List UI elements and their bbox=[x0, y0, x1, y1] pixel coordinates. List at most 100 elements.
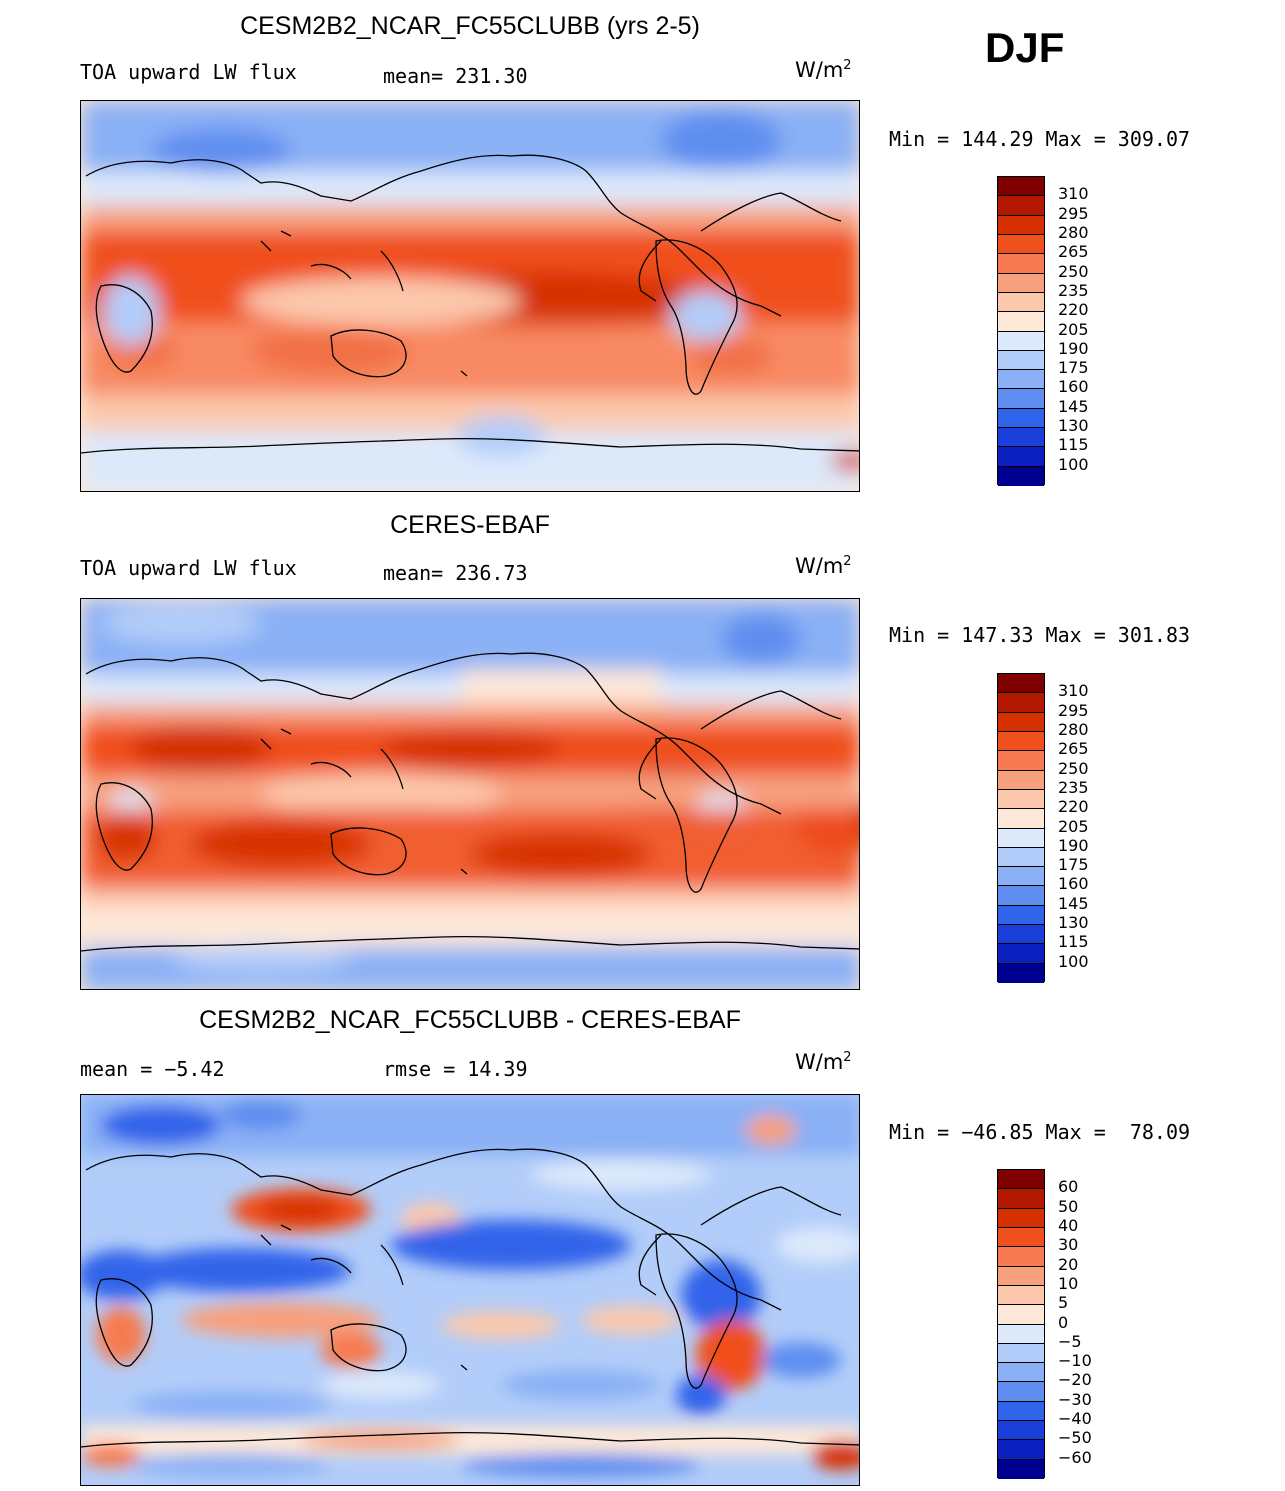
colorbar-segment bbox=[998, 1305, 1044, 1325]
panel-2-minmax: Min = 147.33 Max = 301.83 bbox=[889, 623, 1191, 647]
panel-3-colorbar bbox=[997, 1169, 1045, 1479]
colorbar-segment bbox=[998, 944, 1044, 964]
colorbar-segment bbox=[998, 177, 1044, 197]
colorbar-segment bbox=[998, 1208, 1044, 1228]
panel-3-title: CESM2B2_NCAR_FC55CLUBB - CERES-EBAF bbox=[199, 1006, 741, 1034]
colorbar-segment bbox=[998, 925, 1044, 945]
colorbar-tick-label: 280 bbox=[1058, 222, 1089, 242]
colorbar-tick-label: 205 bbox=[1058, 816, 1089, 836]
colorbar-tick-label: 250 bbox=[1058, 758, 1089, 778]
colorbar-segment bbox=[998, 731, 1044, 752]
colorbar-tick-label: 20 bbox=[1058, 1254, 1079, 1274]
panel-2-variable-label: TOA upward LW flux bbox=[80, 556, 297, 580]
colorbar-segment bbox=[998, 1285, 1044, 1306]
colorbar-tick-label: 130 bbox=[1058, 416, 1089, 436]
colorbar-segment bbox=[998, 389, 1044, 409]
colorbar-segment bbox=[998, 1401, 1044, 1422]
panel-1-mean: mean= 231.30 bbox=[383, 64, 528, 88]
colorbar-tick-label: 175 bbox=[1058, 855, 1089, 875]
colorbar-tick-label: 235 bbox=[1058, 777, 1089, 797]
colorbar-tick-label: −40 bbox=[1058, 1409, 1092, 1429]
colorbar-tick-label: 145 bbox=[1058, 893, 1089, 913]
colorbar-tick-label: 60 bbox=[1058, 1177, 1079, 1197]
colorbar-tick-label: 235 bbox=[1058, 280, 1089, 300]
panel-1-minmax: Min = 144.29 Max = 309.07 bbox=[889, 127, 1191, 151]
panel-2-title: CERES-EBAF bbox=[390, 511, 550, 539]
colorbar-segment bbox=[998, 789, 1044, 810]
colorbar-segment bbox=[998, 466, 1044, 486]
colorbar-segment bbox=[998, 1247, 1044, 1267]
colorbar-tick-label: 0 bbox=[1058, 1312, 1069, 1332]
colorbar-tick-label: 160 bbox=[1058, 874, 1089, 894]
colorbar-tick-label: 115 bbox=[1058, 932, 1089, 952]
colorbar-segment bbox=[998, 273, 1044, 293]
colorbar-segment bbox=[998, 674, 1044, 694]
colorbar-tick-label: 40 bbox=[1058, 1215, 1079, 1235]
panel-3-minmax: Min = −46.85 Max = 78.09 bbox=[889, 1120, 1191, 1144]
colorbar-tick-label: 115 bbox=[1058, 435, 1089, 455]
colorbar-segment bbox=[998, 847, 1044, 868]
colorbar-segment bbox=[998, 1421, 1044, 1441]
colorbar-segment bbox=[998, 331, 1044, 351]
colorbar-segment bbox=[998, 751, 1044, 771]
colorbar-segment bbox=[998, 1363, 1044, 1383]
panel-3-units: W/m2 bbox=[795, 1050, 852, 1074]
colorbar-tick-label: 175 bbox=[1058, 358, 1089, 378]
colorbar-tick-label: 160 bbox=[1058, 377, 1089, 397]
colorbar-segment bbox=[998, 254, 1044, 274]
panel-1-map bbox=[80, 100, 860, 492]
colorbar-tick-label: 310 bbox=[1058, 184, 1089, 204]
panel-2-map bbox=[80, 598, 860, 990]
colorbar-segment bbox=[998, 1227, 1044, 1248]
colorbar-tick-label: −50 bbox=[1058, 1428, 1092, 1448]
panel-1-units: W/m2 bbox=[795, 58, 852, 82]
colorbar-tick-label: −30 bbox=[1058, 1389, 1092, 1409]
colorbar-segment bbox=[998, 712, 1044, 732]
colorbar-segment bbox=[998, 963, 1044, 983]
colorbar-segment bbox=[998, 1459, 1044, 1479]
colorbar-tick-label: −60 bbox=[1058, 1447, 1092, 1467]
colorbar-segment bbox=[998, 370, 1044, 390]
colorbar-tick-label: 100 bbox=[1058, 951, 1089, 971]
colorbar-tick-label: 50 bbox=[1058, 1196, 1079, 1216]
colorbar-segment bbox=[998, 1170, 1044, 1190]
colorbar-tick-label: 5 bbox=[1058, 1293, 1069, 1313]
colorbar-tick-label: 250 bbox=[1058, 261, 1089, 281]
colorbar-segment bbox=[998, 215, 1044, 235]
panel-2-mean: mean= 236.73 bbox=[383, 561, 528, 585]
colorbar-tick-label: 30 bbox=[1058, 1235, 1079, 1255]
panel-1-colorbar bbox=[997, 176, 1045, 486]
colorbar-segment bbox=[998, 1343, 1044, 1364]
colorbar-tick-label: 265 bbox=[1058, 242, 1089, 262]
colorbar-tick-label: 295 bbox=[1058, 203, 1089, 223]
colorbar-segment bbox=[998, 408, 1044, 429]
colorbar-tick-label: 220 bbox=[1058, 300, 1089, 320]
panel-1-title: CESM2B2_NCAR_FC55CLUBB (yrs 2-5) bbox=[240, 12, 700, 40]
colorbar-tick-label: 205 bbox=[1058, 319, 1089, 339]
colorbar-segment bbox=[998, 770, 1044, 790]
colorbar-tick-label: 10 bbox=[1058, 1273, 1079, 1293]
colorbar-tick-label: 265 bbox=[1058, 739, 1089, 759]
colorbar-segment bbox=[998, 886, 1044, 906]
colorbar-segment bbox=[998, 1382, 1044, 1402]
colorbar-segment bbox=[998, 428, 1044, 448]
colorbar-segment bbox=[998, 867, 1044, 887]
colorbar-segment bbox=[998, 1189, 1044, 1209]
colorbar-tick-label: 190 bbox=[1058, 835, 1089, 855]
colorbar-segment bbox=[998, 447, 1044, 467]
colorbar-segment bbox=[998, 312, 1044, 332]
colorbar-tick-label: −10 bbox=[1058, 1351, 1092, 1371]
panel-2-colorbar bbox=[997, 673, 1045, 983]
colorbar-segment bbox=[998, 905, 1044, 926]
colorbar-tick-label: 310 bbox=[1058, 681, 1089, 701]
colorbar-tick-label: 190 bbox=[1058, 338, 1089, 358]
colorbar-tick-label: 145 bbox=[1058, 396, 1089, 416]
colorbar-segment bbox=[998, 196, 1044, 216]
colorbar-segment bbox=[998, 350, 1044, 371]
colorbar-tick-label: −5 bbox=[1058, 1331, 1082, 1351]
panel-2-units: W/m2 bbox=[795, 554, 852, 578]
colorbar-segment bbox=[998, 1440, 1044, 1460]
colorbar-segment bbox=[998, 234, 1044, 255]
colorbar-segment bbox=[998, 693, 1044, 713]
colorbar-tick-label: 280 bbox=[1058, 719, 1089, 739]
